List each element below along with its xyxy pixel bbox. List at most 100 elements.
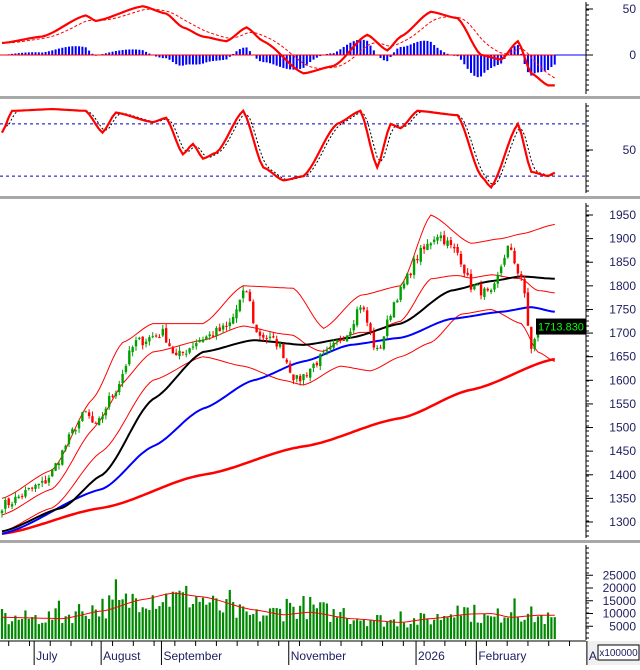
candle-body — [497, 275, 499, 284]
candle-body — [51, 469, 53, 476]
macd-histogram-bar — [246, 47, 248, 55]
macd-histogram-bar — [142, 50, 144, 55]
volume-bar — [38, 624, 40, 639]
volume-bar — [135, 598, 137, 639]
macd-histogram-bar — [440, 50, 442, 55]
macd-histogram-bar — [269, 55, 271, 63]
price-tick-label: 1300 — [609, 515, 636, 529]
candle-body — [530, 327, 532, 349]
macd-histogram-bar — [336, 51, 338, 55]
candle-body — [299, 376, 301, 381]
candle-body — [282, 344, 284, 358]
candle-body — [34, 485, 36, 489]
volume-bar — [165, 594, 167, 639]
volume-bar — [430, 624, 432, 639]
volume-bar — [513, 598, 515, 639]
volume-bar — [326, 604, 328, 639]
macd-histogram-bar — [343, 47, 345, 55]
candle-body — [343, 340, 345, 341]
volume-bar — [229, 590, 231, 639]
volume-bar — [319, 602, 321, 639]
volume-bar — [14, 616, 16, 639]
volume-bar — [312, 605, 314, 639]
volume-bar — [457, 606, 459, 639]
panel-divider — [0, 96, 640, 99]
candle-body — [523, 279, 525, 293]
candle-body — [31, 488, 33, 489]
volume-bar — [309, 597, 311, 639]
candle-body — [393, 302, 395, 317]
candle-body — [265, 338, 267, 339]
volume-bar — [189, 607, 191, 639]
volume-bar — [168, 607, 170, 639]
candle-body — [105, 409, 107, 416]
macd-histogram-bar — [540, 55, 542, 72]
candle-body — [28, 488, 30, 489]
volume-bar — [21, 619, 23, 639]
volume-bar — [346, 618, 348, 639]
candle-body — [1, 511, 3, 513]
macd-histogram-bar — [383, 55, 385, 60]
volume-bar — [61, 623, 63, 639]
price-tick-label: 1650 — [609, 350, 636, 364]
macd-histogram-bar — [85, 47, 87, 55]
candle-body — [490, 290, 492, 292]
month-label: A — [589, 649, 597, 663]
volume-bar — [185, 586, 187, 639]
volume-bar — [376, 615, 378, 639]
candle-body — [322, 353, 324, 354]
candle-body — [379, 347, 381, 348]
candle-body — [292, 374, 294, 380]
volume-bar — [353, 620, 355, 639]
volume-bar — [78, 604, 80, 639]
macd-histogram-bar — [132, 49, 134, 55]
candle-body — [339, 339, 341, 341]
candle-body — [78, 421, 80, 429]
macd-histogram-bar — [236, 51, 238, 55]
candle-body — [420, 248, 422, 262]
candle-body — [44, 480, 46, 483]
volume-bar — [373, 620, 375, 639]
candle-body — [446, 241, 448, 246]
macd-histogram-bar — [547, 55, 549, 70]
price-tick-label: 1400 — [609, 468, 636, 482]
volume-bar — [245, 611, 247, 639]
macd-histogram-bar — [182, 55, 184, 66]
volume-bar — [487, 615, 489, 639]
candle-body — [346, 336, 348, 342]
volume-bar — [212, 596, 214, 639]
macd-histogram-bar — [81, 47, 83, 55]
candle-body — [470, 274, 472, 290]
candle-body — [443, 235, 445, 244]
volume-bar — [88, 619, 90, 639]
macd-histogram-bar — [179, 55, 181, 66]
volume-bar — [65, 616, 67, 639]
candle-body — [182, 352, 184, 353]
macd-histogram-bar — [185, 55, 187, 65]
macd-histogram-bar — [534, 55, 536, 73]
candle-body — [245, 291, 247, 292]
candle-body — [212, 335, 214, 336]
candle-body — [138, 338, 140, 339]
candle — [406, 273, 408, 285]
volume-bar — [55, 608, 57, 639]
volume-bar — [195, 596, 197, 639]
macd-histogram-bar — [209, 55, 211, 62]
price-tick-label: 1700 — [609, 326, 636, 340]
candle — [255, 325, 257, 333]
macd-histogram-bar — [517, 45, 519, 55]
candle-body — [383, 336, 385, 349]
candle-body — [188, 348, 190, 352]
candle-body — [272, 336, 274, 337]
volume-bar — [463, 607, 465, 639]
volume-bar — [85, 616, 87, 639]
volume-bar — [44, 622, 46, 639]
volume-bar — [359, 621, 361, 639]
volume-bar — [554, 617, 556, 639]
price-tick-label: 1850 — [609, 255, 636, 269]
volume-bar — [333, 609, 335, 639]
macd-histogram-bar — [303, 55, 305, 68]
macd-histogram-bar — [169, 55, 171, 60]
volume-bar — [473, 605, 475, 639]
